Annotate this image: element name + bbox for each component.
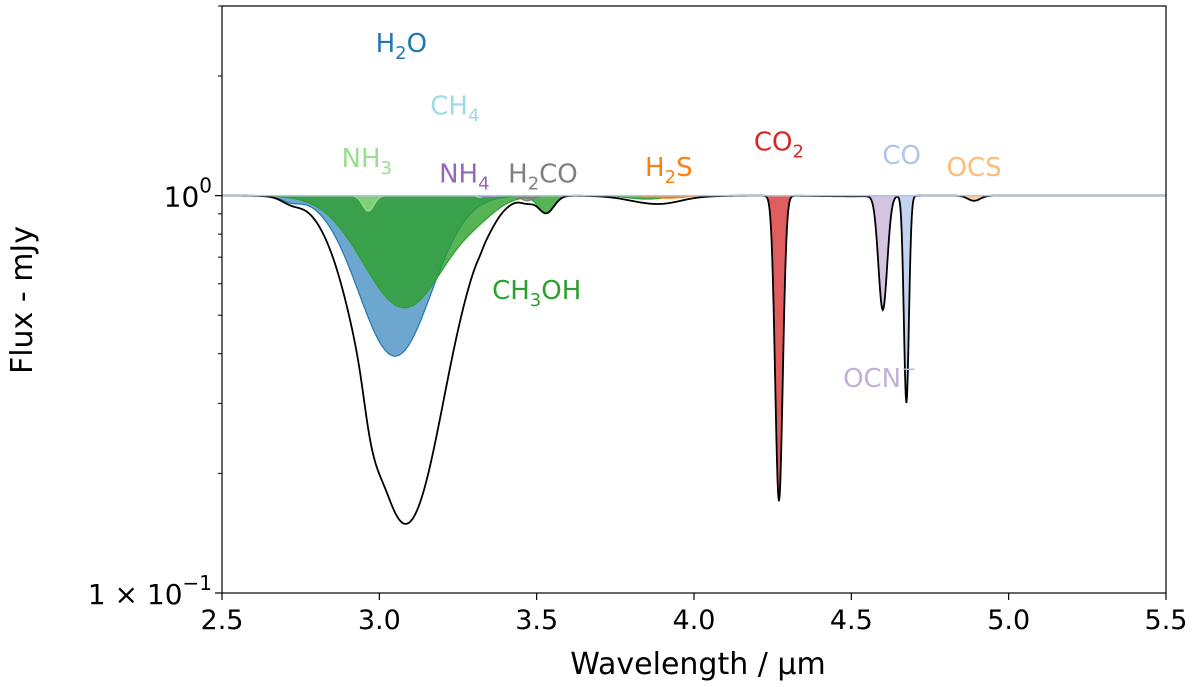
label-ch3oh: CH3OH <box>492 276 581 311</box>
label-nh3: NH3 <box>342 144 392 179</box>
label-co: CO <box>882 141 921 171</box>
y-tick-label: 100 <box>164 174 212 214</box>
x-tick-label: 5.0 <box>987 605 1030 636</box>
label-co2: CO2 <box>754 127 804 162</box>
x-tick-label: 4.5 <box>830 605 873 636</box>
y-axis-label: Flux - mJy <box>5 226 40 374</box>
x-tick-label: 5.5 <box>1145 605 1188 636</box>
label-ch4: CH4 <box>430 91 479 126</box>
x-tick-label: 3.5 <box>515 605 558 636</box>
label-h2co: H2CO <box>508 159 578 194</box>
axes: 2.5 3.0 3.5 4.0 4.5 5.0 5.5 100 1 × 10−1 <box>88 5 1188 636</box>
label-h2s: H2S <box>645 153 693 188</box>
label-nh4: NH4 <box>439 159 489 194</box>
label-h2o: H2O <box>376 29 427 64</box>
absorption-areas <box>222 194 1166 525</box>
x-tick-label: 3.0 <box>358 605 401 636</box>
x-axis-label: Wavelength / μm <box>570 647 825 682</box>
y-tick-label: 1 × 10−1 <box>88 571 212 611</box>
x-tick-label: 4.0 <box>673 605 716 636</box>
label-ocs: OCS <box>946 153 1001 183</box>
label-ocn: OCN− <box>843 359 916 394</box>
x-tick-label: 2.5 <box>201 605 244 636</box>
